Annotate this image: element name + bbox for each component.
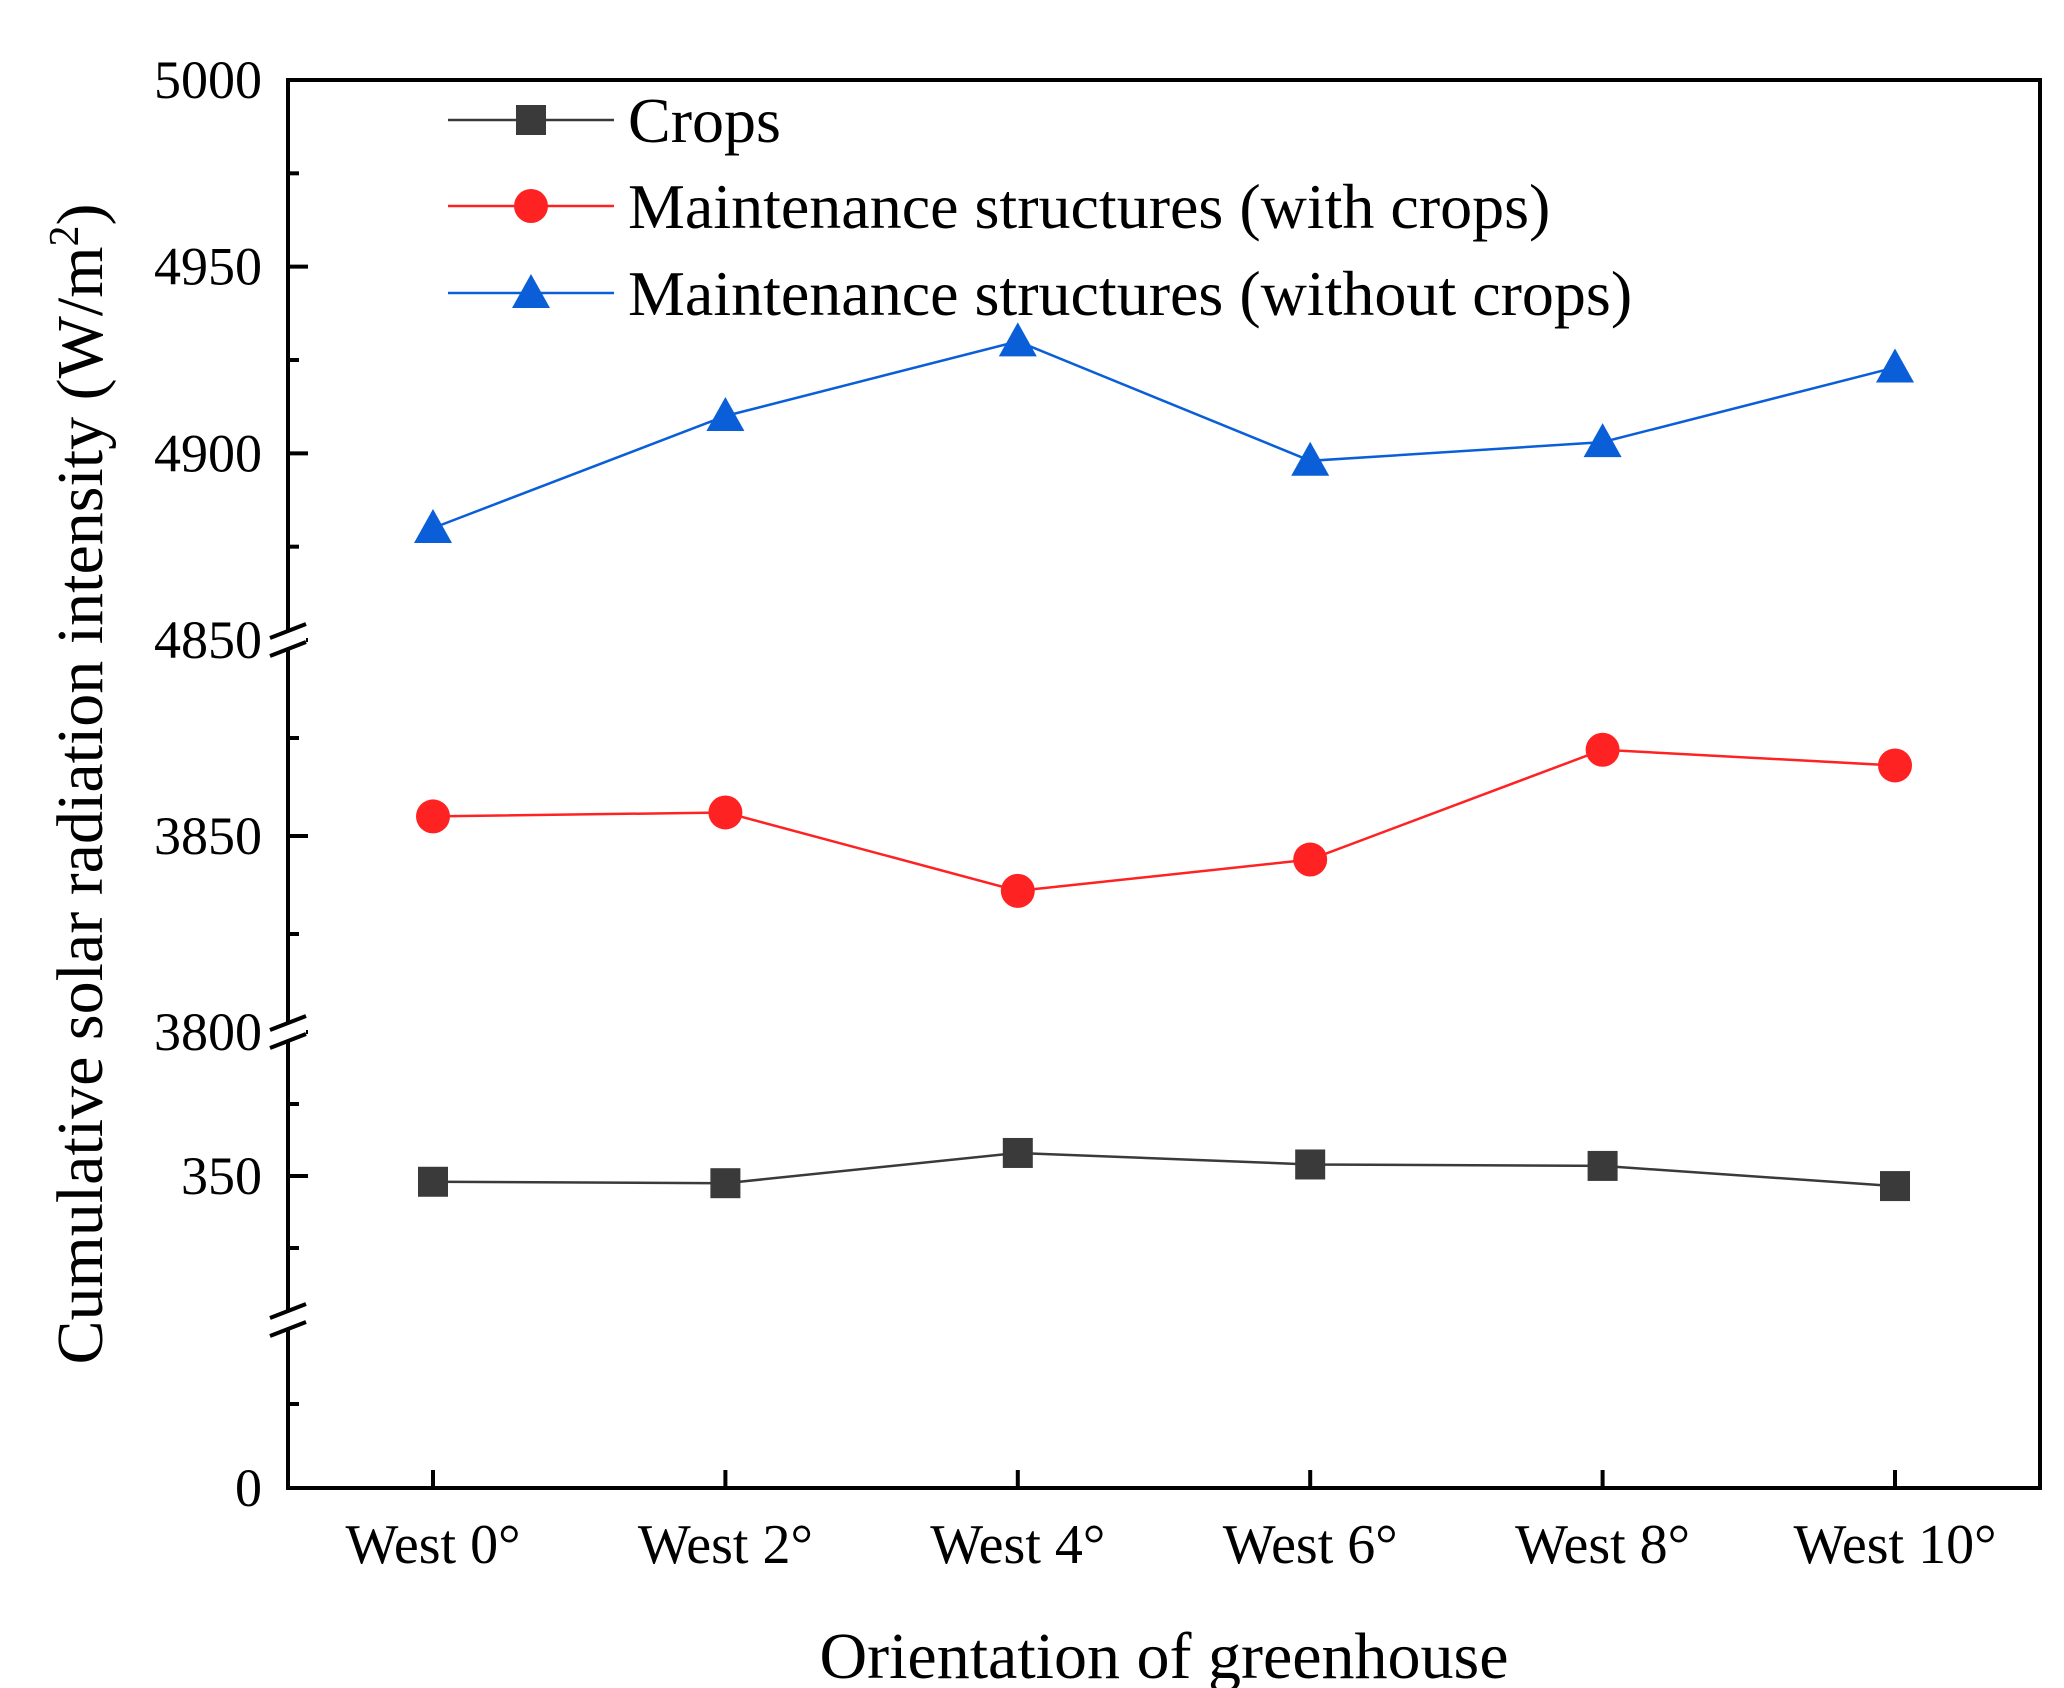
series-2	[414, 322, 1914, 543]
data-point	[1878, 748, 1912, 783]
data-point	[998, 322, 1037, 357]
axis-break-mark	[269, 1014, 307, 1032]
data-point	[1293, 842, 1328, 877]
data-point	[416, 799, 450, 834]
data-point	[1583, 423, 1622, 458]
y-tick-label: 0	[235, 1458, 262, 1518]
series-0	[418, 1137, 1910, 1202]
y-tick-label: 3850	[154, 806, 262, 866]
data-point	[418, 1166, 448, 1197]
x-tick-label: West 4°	[930, 1514, 1105, 1576]
axis-break-mark	[269, 1032, 307, 1050]
legend-marker	[516, 105, 546, 135]
data-point	[1587, 1150, 1618, 1181]
axis-break-gap	[270, 631, 306, 649]
legend: Crops Maintenance structures (with crops)…	[448, 85, 1632, 329]
data-point	[710, 1168, 741, 1199]
legend-label: Crops	[628, 85, 781, 156]
data-point	[708, 795, 743, 830]
axis-break-mark	[269, 1302, 307, 1320]
data-point	[1000, 873, 1035, 908]
legend-label: Maintenance structures (with crops)	[628, 171, 1550, 242]
x-tick-label: West 0°	[346, 1514, 521, 1576]
y-axis-title-superscript: 2	[42, 225, 88, 246]
legend-marker	[514, 189, 548, 223]
plot-series	[414, 322, 1914, 1202]
axis-break-gap	[270, 1311, 306, 1329]
y-axis-title: Cumulative solar radiation intensity (W/…	[42, 203, 117, 1364]
y-axis-title-close: )	[44, 203, 117, 225]
series-line	[432, 1151, 1896, 1188]
tick-labels: 4850 4900 4950 5000 3800 3850 350 0 West 0° West …	[154, 50, 1996, 1576]
x-tick-label: West 6°	[1223, 1514, 1398, 1576]
y-tick-label: 4900	[154, 423, 262, 483]
data-point	[1291, 441, 1330, 476]
axis-break-mark	[269, 622, 307, 640]
data-point	[1002, 1137, 1033, 1168]
data-point	[1585, 732, 1620, 767]
legend-marker	[512, 274, 550, 308]
data-point	[1880, 1171, 1910, 1202]
y-tick-label: 4850	[154, 610, 262, 670]
x-tick-label: West 2°	[638, 1514, 813, 1576]
series-line	[432, 340, 1896, 530]
data-point	[706, 397, 745, 431]
x-axis-title: Orientation of greenhouse	[819, 1620, 1508, 1688]
y-axis-title-text: Cumulative solar radiation intensity (W/…	[44, 246, 117, 1364]
legend-label: Maintenance structures (without crops)	[628, 258, 1632, 329]
y-tick-label: 350	[181, 1146, 262, 1206]
axis-break-mark	[269, 1320, 307, 1338]
axis-breaks	[269, 622, 307, 1338]
axis-break-mark	[269, 640, 307, 658]
x-tick-label: West 8°	[1515, 1514, 1690, 1576]
series-1	[416, 732, 1912, 908]
data-point	[1876, 348, 1914, 383]
data-point	[1295, 1149, 1326, 1180]
y-tick-label: 5000	[154, 50, 262, 110]
series-line	[432, 748, 1896, 893]
axis-break-gap	[270, 1023, 306, 1041]
y-tick-label: 4950	[154, 237, 262, 297]
data-point	[414, 509, 452, 543]
plot-frame	[286, 78, 2042, 1490]
x-tick-label: West 10°	[1794, 1514, 1997, 1576]
y-tick-label: 3800	[154, 1002, 262, 1062]
